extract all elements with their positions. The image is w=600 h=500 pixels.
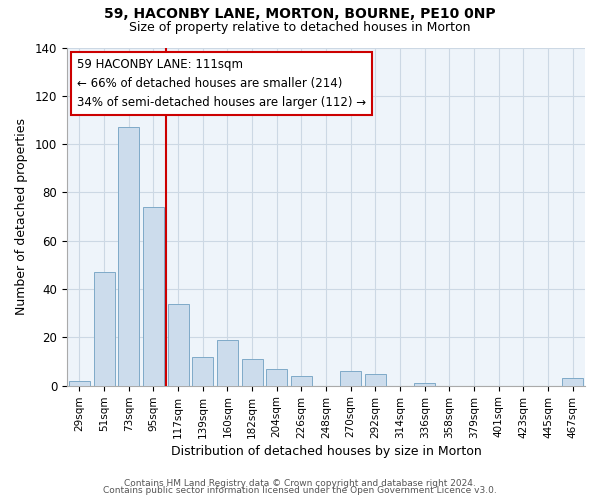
Bar — [217, 340, 238, 386]
Bar — [118, 127, 139, 386]
Bar — [266, 369, 287, 386]
Text: Contains public sector information licensed under the Open Government Licence v3: Contains public sector information licen… — [103, 486, 497, 495]
Text: Size of property relative to detached houses in Morton: Size of property relative to detached ho… — [129, 21, 471, 34]
Bar — [242, 359, 263, 386]
Bar — [69, 381, 90, 386]
Y-axis label: Number of detached properties: Number of detached properties — [15, 118, 28, 315]
Text: Contains HM Land Registry data © Crown copyright and database right 2024.: Contains HM Land Registry data © Crown c… — [124, 478, 476, 488]
Text: 59, HACONBY LANE, MORTON, BOURNE, PE10 0NP: 59, HACONBY LANE, MORTON, BOURNE, PE10 0… — [104, 8, 496, 22]
Bar — [291, 376, 312, 386]
Bar — [365, 374, 386, 386]
Text: 59 HACONBY LANE: 111sqm
← 66% of detached houses are smaller (214)
34% of semi-d: 59 HACONBY LANE: 111sqm ← 66% of detache… — [77, 58, 367, 108]
Bar — [562, 378, 583, 386]
Bar — [143, 207, 164, 386]
Bar — [340, 371, 361, 386]
X-axis label: Distribution of detached houses by size in Morton: Distribution of detached houses by size … — [170, 444, 481, 458]
Bar — [167, 304, 188, 386]
Bar — [192, 356, 213, 386]
Bar — [414, 384, 435, 386]
Bar — [94, 272, 115, 386]
